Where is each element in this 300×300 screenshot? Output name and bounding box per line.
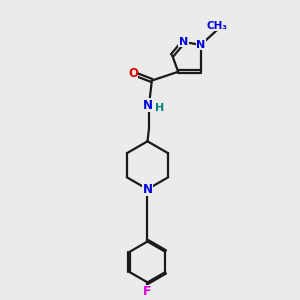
Text: N: N [196,40,205,50]
Text: H: H [154,103,164,113]
Text: N: N [142,183,152,196]
Text: CH₃: CH₃ [206,21,227,31]
Text: O: O [128,67,138,80]
Text: N: N [179,37,188,47]
Text: N: N [143,99,153,112]
Text: F: F [143,285,152,298]
